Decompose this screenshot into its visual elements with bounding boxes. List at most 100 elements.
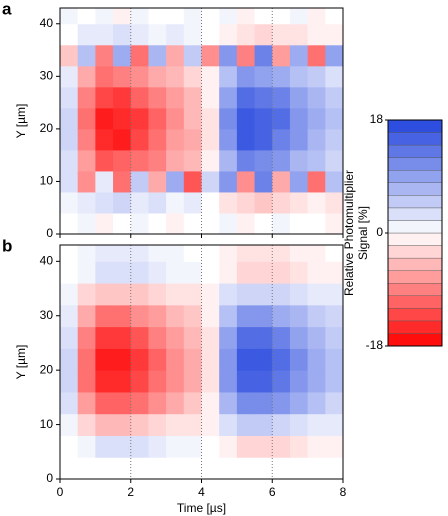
heatmap-cell [77,370,96,393]
heatmap-cell [254,348,273,371]
heatmap-cell [148,457,167,479]
heatmap-cell [60,435,79,458]
heatmap-cell [113,107,132,130]
heatmap-cell [166,391,185,415]
heatmap-cell [148,191,167,214]
heatmap-cell [219,261,238,284]
heatmap-cell [148,391,167,415]
heatmap-cell [289,212,309,234]
heatmap-cell [272,283,291,306]
heatmap-cell [201,245,220,262]
heatmap-cell [60,212,79,234]
heatmap-cell [254,65,273,88]
colorbar-step [387,283,443,296]
heatmap-cell [183,304,202,328]
heatmap-cell [254,128,273,151]
heatmap-cell [289,128,309,151]
heatmap-cell [130,8,149,25]
heatmap-cell [60,86,79,109]
heatmap-cell [148,435,167,458]
heatmap-cell [201,391,220,415]
heatmap-cell [236,23,256,46]
heatmap-cell [130,304,149,328]
heatmap-cell [289,326,309,349]
heatmap-cell [325,128,343,151]
panel-label: a [2,0,12,18]
heatmap-cell [148,245,167,262]
heatmap-cell [130,23,149,46]
heatmap-cell [272,191,291,214]
colorbar-step [387,257,443,271]
heatmap-cell [60,283,79,306]
heatmap-cell [201,348,220,371]
heatmap-cell [236,128,256,151]
heatmap-cell [219,413,238,436]
heatmap-cell [307,457,326,479]
heatmap-cell [130,435,149,458]
heatmap-cell [325,261,343,284]
heatmap-cell [166,283,185,306]
heatmap-cell [166,212,185,234]
heatmap-cell [236,391,256,415]
heatmap-cell [166,261,185,284]
heatmap-cell [130,212,149,234]
heatmap-cell [289,44,309,67]
x-tick-label: 8 [340,485,347,499]
heatmap-cell [95,304,114,328]
heatmap-cell [113,8,132,25]
heatmap-cell [236,149,256,172]
heatmap-cell [60,370,79,393]
heatmap-cell [307,283,326,306]
heatmap-cell [219,44,238,67]
heatmap-cell [77,107,96,130]
heatmap-cell [219,245,238,262]
heatmap-cell [148,149,167,172]
heatmap-cell [289,413,309,436]
heatmap-cell [236,435,256,458]
heatmap-cell [325,23,343,46]
heatmap-cell [272,326,291,349]
heatmap-cell [113,191,132,214]
heatmap-cell [289,283,309,306]
heatmap-cell [254,435,273,458]
heatmap-cell [95,128,114,151]
heatmap-cell [201,413,220,436]
heatmap-cell [148,212,167,234]
heatmap-cell [148,170,167,193]
heatmap-cell [201,457,220,479]
heatmap-cell [77,8,96,25]
heatmap-cell [201,107,220,130]
heatmap-cell [219,191,238,214]
heatmap-cell [254,326,273,349]
heatmap-cell [272,245,291,262]
heatmap-cell [183,86,202,109]
heatmap-cell [307,348,326,371]
heatmap-cell [113,370,132,393]
heatmap-cell [201,128,220,151]
heatmap-cell [325,107,343,130]
heatmap-cell [272,65,291,88]
heatmap-cell [201,435,220,458]
heatmap-cell [325,191,343,214]
heatmap-cell [77,413,96,436]
heatmap-cell [77,348,96,371]
heatmap-cell [272,44,291,67]
heatmap-cell [130,261,149,284]
heatmap-cell [289,391,309,415]
heatmap-cell [113,348,132,371]
heatmap-cell [130,128,149,151]
heatmap-cell [113,391,132,415]
heatmap-cell [113,23,132,46]
colorbar-step [387,220,443,234]
heatmap-cell [289,191,309,214]
heatmap-cell [201,86,220,109]
heatmap-cell [236,261,256,284]
y-tick-label: 10 [40,417,54,431]
heatmap-cell [307,8,326,25]
colorbar-tick-label: 0 [376,225,383,239]
heatmap-cell [113,128,132,151]
heatmap-cell [166,457,185,479]
heatmap-cell [219,435,238,458]
heatmap-cell [130,457,149,479]
heatmap-cell [60,326,79,349]
